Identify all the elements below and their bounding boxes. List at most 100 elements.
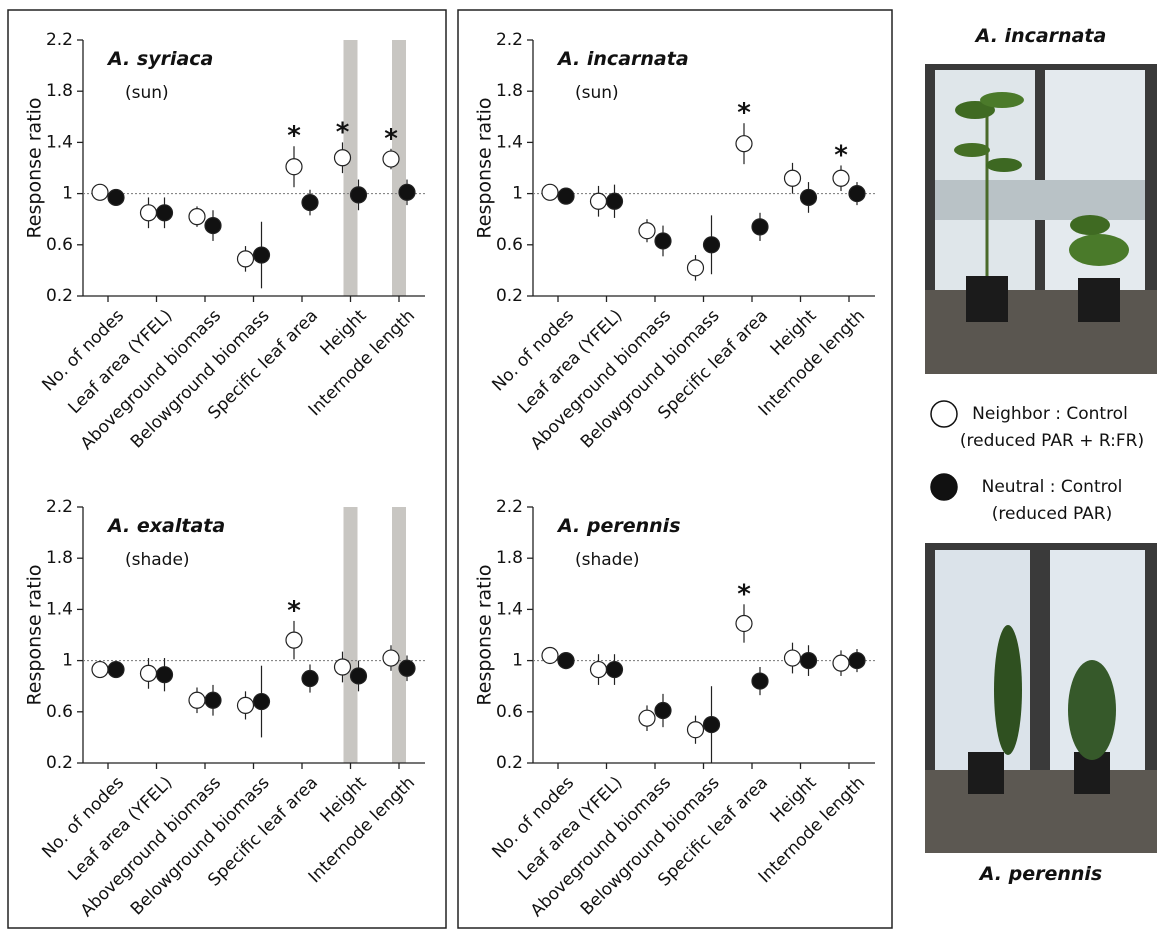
y-axis-label: Response ratio xyxy=(474,97,496,238)
photo xyxy=(925,64,1157,374)
x-tick-label: No. of nodes xyxy=(488,306,578,396)
point xyxy=(833,170,849,186)
y-tick-label: 0.6 xyxy=(46,702,73,722)
legend-marker xyxy=(931,474,957,500)
point xyxy=(205,218,221,234)
y-tick-label: 2.2 xyxy=(496,30,523,50)
point xyxy=(785,650,801,666)
x-tick-label: No. of nodes xyxy=(38,306,128,396)
point xyxy=(335,150,351,166)
y-tick-label: 0.6 xyxy=(496,235,523,255)
highlight-band xyxy=(344,507,358,763)
point xyxy=(141,205,157,221)
point xyxy=(655,703,671,719)
y-tick-label: 1.8 xyxy=(496,548,523,568)
point xyxy=(639,223,655,239)
point xyxy=(558,653,574,669)
point xyxy=(157,205,173,221)
point xyxy=(92,184,108,200)
y-tick-label: 1.8 xyxy=(46,81,73,101)
legend-label: Neutral : Control xyxy=(982,477,1123,497)
point xyxy=(351,668,367,684)
significance-mark: * xyxy=(737,98,751,128)
panel-frame xyxy=(458,10,892,928)
point xyxy=(286,632,302,648)
point xyxy=(157,667,173,683)
y-axis-label: Response ratio xyxy=(24,564,46,705)
highlight-band xyxy=(344,40,358,296)
point xyxy=(688,722,704,738)
significance-mark: * xyxy=(737,579,751,609)
point xyxy=(736,136,752,152)
point xyxy=(542,184,558,200)
y-tick-label: 1.8 xyxy=(496,81,523,101)
y-tick-label: 0.2 xyxy=(46,753,73,773)
point xyxy=(704,717,720,733)
y-axis-label: Response ratio xyxy=(24,97,46,238)
y-tick-label: 1 xyxy=(62,651,73,671)
highlight-band xyxy=(392,507,406,763)
chart-subtitle: (sun) xyxy=(575,83,619,103)
point xyxy=(542,647,558,663)
point xyxy=(399,184,415,200)
significance-mark: * xyxy=(287,596,301,626)
point xyxy=(833,655,849,671)
legend-note: (reduced PAR + R:FR) xyxy=(960,431,1144,451)
point xyxy=(591,662,607,678)
y-tick-label: 0.6 xyxy=(496,702,523,722)
point xyxy=(655,233,671,249)
y-tick-label: 0.2 xyxy=(496,753,523,773)
point xyxy=(399,660,415,676)
point xyxy=(108,189,124,205)
y-tick-label: 1 xyxy=(512,651,523,671)
point xyxy=(558,188,574,204)
y-tick-label: 1.4 xyxy=(46,132,73,152)
point xyxy=(189,209,205,225)
point xyxy=(607,193,623,209)
point xyxy=(189,692,205,708)
chart-title: A. incarnata xyxy=(556,48,689,70)
legend: Neighbor : Control (reduced PAR + R:FR) Ne… xyxy=(931,401,1144,524)
y-tick-label: 0.2 xyxy=(46,286,73,306)
point xyxy=(752,673,768,689)
y-tick-label: 0.2 xyxy=(496,286,523,306)
point xyxy=(254,247,270,263)
point xyxy=(688,260,704,276)
y-tick-label: 1 xyxy=(62,184,73,204)
point xyxy=(736,615,752,631)
point xyxy=(639,710,655,726)
y-tick-label: 0.6 xyxy=(46,235,73,255)
chart-subtitle: (shade) xyxy=(125,550,190,570)
point xyxy=(108,662,124,678)
significance-mark: * xyxy=(336,117,350,147)
point xyxy=(801,189,817,205)
point xyxy=(238,251,254,267)
significance-mark: * xyxy=(287,121,301,151)
photo-caption: A. perennis xyxy=(978,863,1103,885)
point xyxy=(785,170,801,186)
y-tick-label: 1.4 xyxy=(496,599,523,619)
point xyxy=(335,659,351,675)
x-tick-label: No. of nodes xyxy=(488,773,578,863)
photo xyxy=(925,543,1157,853)
y-tick-label: 1.8 xyxy=(46,548,73,568)
legend-marker xyxy=(931,401,957,427)
point xyxy=(849,653,865,669)
chart-title: A. exaltata xyxy=(106,515,225,537)
point xyxy=(141,665,157,681)
chart-subtitle: (sun) xyxy=(125,83,169,103)
x-tick-label: No. of nodes xyxy=(38,773,128,863)
point xyxy=(801,653,817,669)
point xyxy=(849,186,865,202)
chart-subtitle: (shade) xyxy=(575,550,640,570)
point xyxy=(205,692,221,708)
point xyxy=(351,187,367,203)
point xyxy=(752,219,768,235)
chart-title: A. perennis xyxy=(556,515,681,537)
legend-label: Neighbor : Control xyxy=(972,404,1128,424)
y-tick-label: 1.4 xyxy=(46,599,73,619)
point xyxy=(238,697,254,713)
y-tick-label: 1.4 xyxy=(496,132,523,152)
point xyxy=(302,671,318,687)
point xyxy=(704,237,720,253)
